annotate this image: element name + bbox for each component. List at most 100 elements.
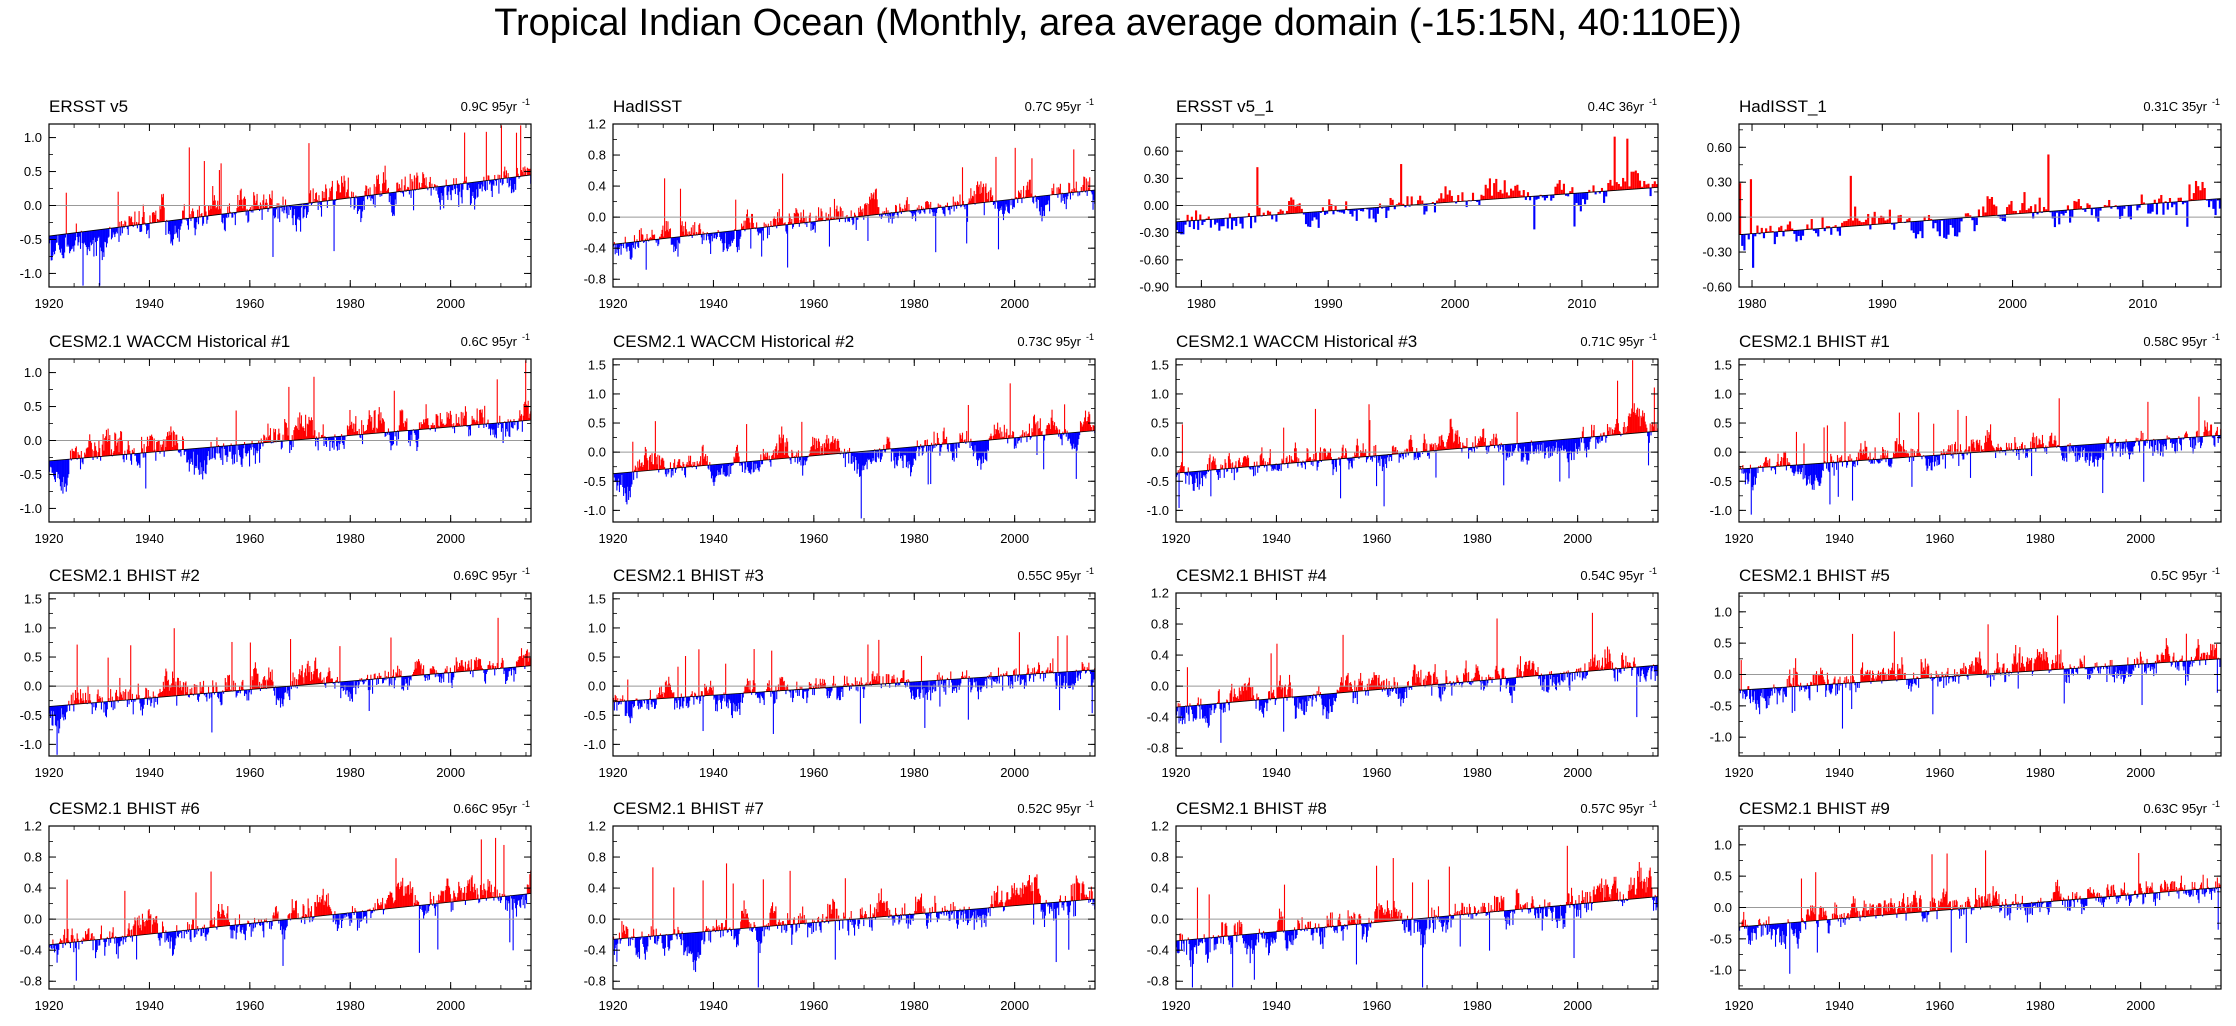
anomaly-bar: [2139, 438, 2141, 441]
anomaly-bar: [925, 201, 927, 210]
anomaly-bar: [850, 210, 852, 218]
anomaly-bar: [206, 693, 208, 702]
anomaly-bar: [486, 180, 488, 190]
anomaly-bar: [276, 687, 278, 699]
anomaly-bar: [2173, 438, 2175, 444]
anomaly-bar: [1800, 464, 1802, 475]
anomaly-bar: [343, 175, 345, 199]
anomaly-bar: [141, 698, 143, 716]
anomaly-bar: [765, 223, 767, 228]
anomaly-bar: [51, 706, 53, 726]
anomaly-bar: [1852, 461, 1854, 467]
anomaly-bar: [1057, 194, 1059, 198]
anomaly-bar: [435, 414, 437, 429]
anomaly-bar: [495, 423, 497, 435]
anomaly-bar: [1575, 193, 1578, 204]
anomaly-bar: [1971, 443, 1973, 453]
anomaly-bar: [1059, 433, 1061, 439]
anomaly-bar: [516, 421, 518, 431]
anomaly-bar: [1189, 471, 1191, 475]
panel-title: HadISST_1: [1739, 97, 1827, 116]
anomaly-bar: [1227, 456, 1229, 469]
anomaly-bar: [1428, 451, 1430, 459]
anomaly-bar: [1258, 207, 1261, 216]
anomaly-bar: [1242, 462, 1244, 468]
anomaly-bar: [892, 448, 894, 452]
anomaly-bar: [2037, 444, 2039, 449]
anomaly-bar: [2178, 436, 2180, 439]
anomaly-bar: [1042, 195, 1044, 216]
anomaly-bar: [1061, 192, 1063, 194]
anomaly-bar: [2087, 444, 2090, 454]
anomaly-bar: [1321, 207, 1324, 212]
anomaly-bar: [1062, 431, 1064, 434]
anomaly-bar: [1383, 207, 1386, 208]
anomaly-bar: [648, 456, 651, 471]
anomaly-bar: [895, 205, 897, 213]
anomaly-bar: [139, 698, 141, 704]
anomaly-bar: [1908, 218, 1911, 222]
anomaly-bar: [1230, 463, 1232, 469]
anomaly-bar: [1326, 211, 1329, 214]
anomaly-bar: [295, 679, 297, 686]
anomaly-bar: [519, 176, 521, 178]
panel-title: ERSST v5_1: [1176, 97, 1274, 116]
anomaly-bar: [2010, 200, 2013, 215]
anomaly-bar: [157, 694, 159, 698]
anomaly-bar: [218, 692, 220, 694]
anomaly-bar: [1812, 229, 1815, 231]
anomaly-bar: [777, 450, 779, 459]
anomaly-bar: [1442, 440, 1444, 450]
anomaly-bar: [1388, 454, 1390, 462]
anomaly-bar: [1019, 193, 1021, 199]
anomaly-bar: [488, 175, 490, 181]
anomaly-bar: [1218, 469, 1220, 473]
anomaly-bar: [822, 216, 824, 221]
anomaly-bar: [239, 690, 241, 694]
anomaly-bar: [498, 422, 500, 425]
anomaly-bar: [1282, 460, 1284, 464]
anomaly-bar: [623, 472, 625, 488]
anomaly-bar: [1740, 468, 1742, 470]
anomaly-bar: [757, 460, 759, 471]
anomaly-bar: [614, 244, 616, 255]
anomaly-bar: [54, 706, 56, 716]
anomaly-bar: [182, 436, 184, 450]
anomaly-bar: [1603, 432, 1605, 436]
anomaly-bar: [351, 428, 354, 436]
anomaly-bar: [348, 196, 350, 199]
anomaly-bar: [938, 442, 940, 445]
anomaly-bar: [674, 459, 676, 469]
anomaly-bar: [243, 444, 245, 449]
anomaly-bar: [166, 221, 169, 222]
anomaly-bar: [1978, 444, 1980, 453]
anomaly-bar: [145, 223, 147, 226]
anomaly-bar: [874, 450, 877, 462]
anomaly-bar: [762, 448, 764, 461]
anomaly-bar: [279, 433, 281, 442]
anomaly-bar: [405, 422, 407, 431]
anomaly-bar: [1446, 442, 1448, 450]
anomaly-bar: [507, 419, 509, 423]
anomaly-bar: [182, 210, 184, 220]
anomaly-bar: [766, 225, 768, 228]
anomaly-bar: [351, 191, 353, 198]
anomaly-bar: [1455, 201, 1458, 204]
anomaly-bar: [760, 454, 762, 461]
anomaly-bar: [745, 461, 747, 470]
anomaly-bar: [325, 437, 328, 447]
anomaly-bar: [1057, 429, 1059, 434]
anomaly-bar: [878, 207, 880, 215]
anomaly-bar: [1391, 446, 1393, 455]
anomaly-bar: [617, 243, 619, 250]
anomaly-bar: [414, 189, 416, 191]
anomaly-bar: [766, 456, 768, 460]
anomaly-bar: [2185, 431, 2187, 438]
anomaly-bar: [869, 199, 871, 216]
anomaly-bar: [937, 203, 939, 208]
anomaly-bar: [1523, 442, 1525, 458]
anomaly-bar: [778, 434, 780, 459]
anomaly-bar: [811, 446, 813, 456]
anomaly-bar: [280, 441, 282, 450]
anomaly-bar: [905, 200, 907, 212]
